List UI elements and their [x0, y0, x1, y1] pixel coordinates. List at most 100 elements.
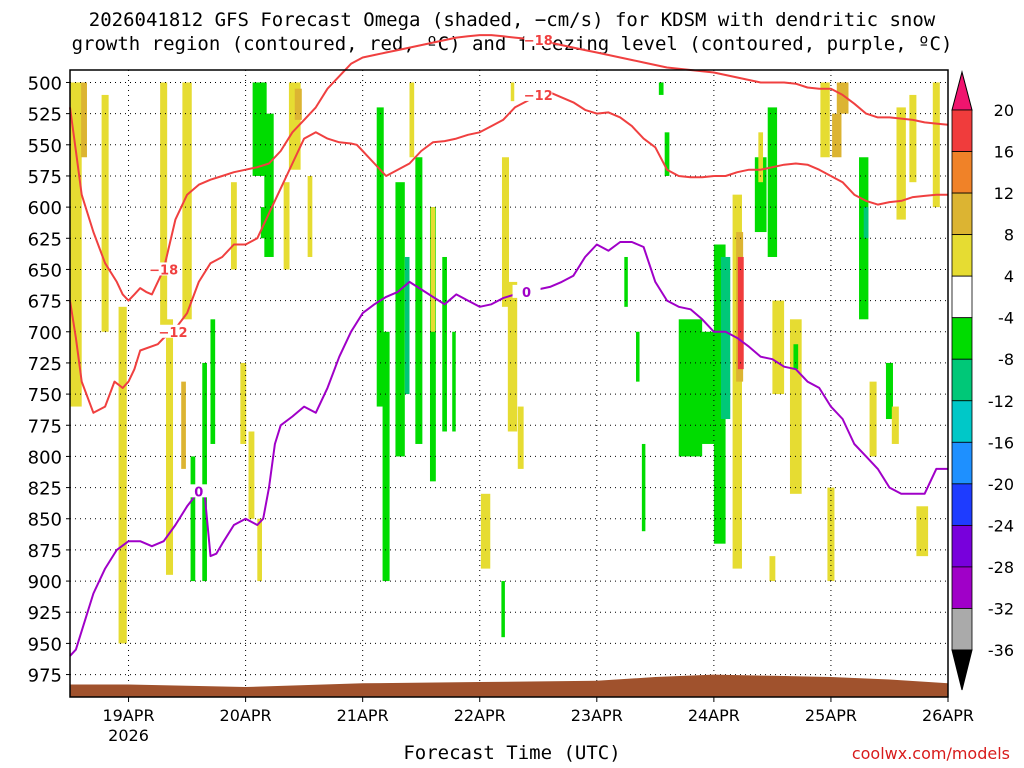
omega-cell [664, 132, 670, 176]
x-tick-label: 19APR [102, 706, 154, 725]
x-tick-label: 25APR [805, 706, 857, 725]
contour-label-bg [524, 87, 553, 101]
omega-cell [415, 157, 423, 444]
y-tick-label: 550 [28, 136, 62, 157]
omega-cell [832, 113, 842, 158]
omega-cell [501, 157, 509, 307]
y-tick-label: 950 [28, 634, 62, 655]
credit-link[interactable]: coolwx.com/models [851, 744, 1010, 763]
colorbar-swatch [951, 608, 973, 651]
y-tick-label: 675 [28, 292, 62, 313]
contour-label-bg [159, 324, 188, 338]
omega-cell [758, 132, 764, 183]
ground-surface [70, 674, 948, 697]
omega-cell [240, 362, 247, 444]
omega-colorbar: 20 16 12 8 4 -4 -8 -12 -16 -20 -24 -28 -32 -36 [951, 70, 1014, 691]
omega-cell [307, 175, 313, 257]
omega-cell [510, 82, 515, 102]
x-tick-label: 22APR [454, 706, 506, 725]
omega-cell [395, 182, 405, 457]
omega-cell [789, 319, 802, 494]
contour-label: 0 [522, 286, 531, 301]
colorbar-swatch [951, 566, 973, 609]
x-tick-label: 23APR [571, 706, 623, 725]
colorbar-tick-label: 4 [1004, 267, 1014, 286]
omega-cell [288, 82, 301, 170]
contour-line--12C [69, 91, 948, 414]
omega-cell [260, 207, 266, 239]
omega-cell [376, 107, 384, 407]
contour-label-bg [524, 33, 553, 47]
omega-cell [81, 82, 87, 158]
x-year-label: 2026 [108, 726, 149, 745]
omega-cell [713, 244, 726, 544]
omega-cell [772, 300, 785, 395]
omega-cell [932, 82, 940, 208]
colorbar-tick-label: -20 [988, 475, 1014, 494]
colorbar-swatch [951, 192, 973, 236]
omega-cell [658, 82, 664, 95]
omega-cell [767, 107, 778, 257]
colorbar-swatch [951, 358, 973, 402]
omega-cell [480, 493, 491, 569]
omega-cell [283, 182, 290, 270]
omega-cell [252, 82, 267, 176]
contour-label: −12 [159, 326, 188, 341]
omega-cell [885, 362, 893, 420]
y-tick-label: 750 [28, 385, 62, 406]
x-tick-label: 21APR [337, 706, 389, 725]
colorbar-tick-label: 8 [1004, 226, 1014, 245]
omega-cell [210, 319, 216, 444]
contour-label-bg [184, 484, 213, 498]
omega-cell [442, 256, 447, 432]
y-tick-label: 875 [28, 541, 62, 562]
omega-cell [636, 331, 640, 382]
omega-cell [257, 518, 262, 582]
omega-cell [641, 443, 646, 532]
colorbar-tick-label: -16 [988, 433, 1014, 452]
colorbar-tick-label: -4 [998, 309, 1014, 328]
y-tick-label: 650 [28, 260, 62, 281]
y-tick-label: 900 [28, 572, 62, 593]
omega-cell [507, 281, 518, 432]
ground-terrain [70, 674, 948, 697]
omega-cell [916, 506, 929, 557]
colorbar-tick-label: -24 [988, 516, 1014, 535]
colorbar-swatch [951, 400, 973, 443]
y-tick-label: 850 [28, 510, 62, 531]
y-tick-label: 775 [28, 416, 62, 437]
omega-cell [769, 556, 776, 582]
contour-label: −18 [149, 263, 178, 278]
contour-label-bg [512, 284, 541, 298]
omega-cell [165, 319, 174, 575]
y-tick-label: 500 [28, 73, 62, 94]
omega-cell [869, 381, 877, 457]
colorbar-tick-label: 20 [994, 101, 1014, 120]
omega-cell [101, 94, 109, 332]
contour-line-0C [69, 241, 948, 657]
colorbar-tick-label: 12 [994, 184, 1014, 203]
plot-frame [69, 69, 949, 698]
colorbar-swatch [951, 234, 973, 277]
omega-shading [70, 82, 940, 644]
omega-cell [429, 207, 436, 482]
colorbar-bottom-triangle [951, 649, 973, 691]
omega-cell [190, 456, 196, 582]
x-tick-label: 24APR [688, 706, 740, 725]
omega-cell [836, 82, 849, 114]
omega-cell [182, 82, 192, 320]
y-tick-label: 575 [28, 167, 62, 188]
omega-cell [70, 82, 82, 407]
omega-cell [754, 157, 767, 233]
y-tick-label: 725 [28, 354, 62, 375]
omega-cell [202, 362, 207, 582]
colorbar-tick-label: -8 [998, 350, 1014, 369]
omega-cell [896, 107, 906, 220]
omega-cell [699, 331, 717, 444]
colorbar-tick-label: -32 [988, 599, 1014, 618]
omega-cell [409, 82, 415, 158]
contour-line--18C [69, 34, 949, 302]
omega-cell [382, 331, 390, 582]
omega-cell [517, 406, 524, 469]
